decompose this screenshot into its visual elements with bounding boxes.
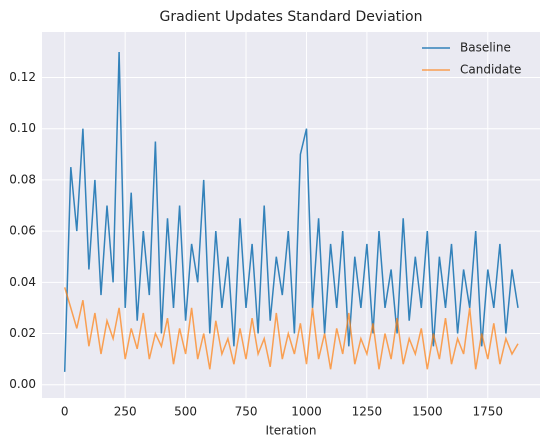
y-tick-label: 0.06 (9, 224, 36, 238)
chart-title: Gradient Updates Standard Deviation (160, 9, 423, 25)
y-tick-label: 0.02 (9, 326, 36, 340)
legend-label: Candidate (460, 63, 521, 77)
line-series (63, 51, 519, 372)
y-tick-label: 0.00 (9, 377, 36, 391)
x-tick-label: 1500 (412, 405, 443, 419)
y-tick-label: 0.10 (9, 121, 36, 135)
x-tick-label: 1250 (352, 405, 383, 419)
y-tick-label: 0.04 (9, 275, 36, 289)
x-tick-label: 500 (174, 405, 197, 419)
x-tick-label: 750 (235, 405, 258, 419)
y-tick-label: 0.08 (9, 172, 36, 186)
y-tick-label: 0.12 (9, 70, 36, 84)
x-axis-label: Iteration (266, 424, 317, 438)
line-series (63, 287, 519, 370)
x-tick-label: 1750 (473, 405, 504, 419)
x-tick-label: 1000 (291, 405, 322, 419)
x-tick-label: 0 (61, 405, 69, 419)
legend-label: Baseline (460, 41, 511, 55)
x-tick-label: 250 (114, 405, 137, 419)
